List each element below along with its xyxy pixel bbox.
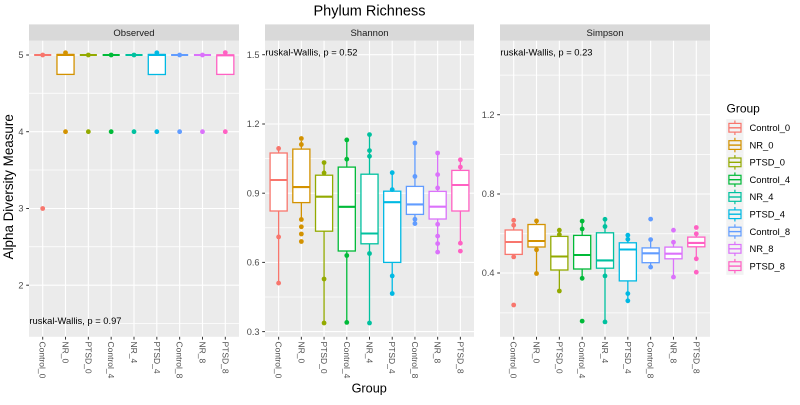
svg-text:Group: Group — [727, 101, 761, 115]
svg-text:PTSD_4: PTSD_4 — [750, 209, 785, 220]
svg-text:NR_0: NR_0 — [296, 342, 306, 364]
svg-text:0.3: 0.3 — [247, 327, 260, 337]
svg-text:NR_8: NR_8 — [668, 342, 678, 364]
svg-text:NR_4: NR_4 — [365, 342, 375, 364]
svg-text:ruskal-Wallis, p = 0.23: ruskal-Wallis, p = 0.23 — [500, 46, 592, 57]
svg-text:0.9: 0.9 — [247, 188, 260, 198]
svg-text:Simpson: Simpson — [587, 28, 624, 39]
svg-text:NR_4: NR_4 — [129, 342, 139, 364]
svg-text:Control_0: Control_0 — [274, 342, 284, 379]
svg-text:NR_0: NR_0 — [750, 139, 774, 150]
svg-text:Shannon: Shannon — [350, 28, 388, 39]
svg-text:1.2: 1.2 — [247, 119, 260, 129]
svg-text:PTSD_8: PTSD_8 — [455, 342, 465, 374]
svg-text:3: 3 — [18, 204, 23, 214]
svg-text:NR_8: NR_8 — [433, 342, 443, 364]
svg-text:0.8: 0.8 — [482, 189, 495, 199]
svg-text:1.5: 1.5 — [247, 50, 260, 60]
svg-text:Group: Group — [352, 382, 387, 396]
svg-text:1.2: 1.2 — [482, 110, 495, 120]
svg-text:Control_8: Control_8 — [410, 342, 420, 379]
svg-text:PTSD_4: PTSD_4 — [387, 342, 397, 374]
svg-text:Phylum Richness: Phylum Richness — [313, 4, 425, 20]
svg-text:NR_8: NR_8 — [750, 243, 774, 254]
svg-text:PTSD_0: PTSD_0 — [83, 342, 93, 374]
svg-text:PTSD_4: PTSD_4 — [623, 342, 633, 374]
svg-text:Control_4: Control_4 — [106, 342, 116, 379]
svg-text:Observed: Observed — [113, 28, 154, 39]
svg-text:PTSD_0: PTSD_0 — [554, 342, 564, 374]
svg-text:4: 4 — [18, 127, 23, 137]
svg-text:PTSD_8: PTSD_8 — [220, 342, 230, 374]
svg-text:PTSD_0: PTSD_0 — [319, 342, 329, 374]
svg-text:Control_0: Control_0 — [509, 342, 519, 379]
svg-text:Control_8: Control_8 — [750, 226, 791, 237]
svg-text:Control_8: Control_8 — [175, 342, 185, 379]
svg-text:Control_0: Control_0 — [750, 122, 791, 133]
svg-text:ruskal-Wallis, p = 0.52: ruskal-Wallis, p = 0.52 — [265, 47, 357, 58]
svg-text:PTSD_8: PTSD_8 — [691, 342, 701, 374]
svg-text:0.4: 0.4 — [482, 268, 495, 278]
svg-text:NR_0: NR_0 — [532, 342, 542, 364]
svg-text:0.6: 0.6 — [247, 258, 260, 268]
svg-text:PTSD_8: PTSD_8 — [750, 260, 785, 271]
svg-text:Control_8: Control_8 — [646, 342, 656, 379]
svg-text:2: 2 — [18, 280, 23, 290]
svg-text:NR_8: NR_8 — [197, 342, 207, 364]
svg-text:5: 5 — [18, 50, 23, 60]
svg-text:PTSD_0: PTSD_0 — [750, 157, 785, 168]
svg-text:Control_0: Control_0 — [38, 342, 48, 379]
svg-text:NR_4: NR_4 — [750, 191, 774, 202]
svg-text:Control_4: Control_4 — [750, 174, 791, 185]
svg-text:Control_4: Control_4 — [342, 342, 352, 379]
svg-text:ruskal-Wallis, p = 0.97: ruskal-Wallis, p = 0.97 — [29, 315, 121, 326]
svg-text:NR_4: NR_4 — [600, 342, 610, 364]
svg-text:Control_4: Control_4 — [577, 342, 587, 379]
svg-text:PTSD_4: PTSD_4 — [152, 342, 162, 374]
svg-text:Alpha Diversity Measure: Alpha Diversity Measure — [1, 114, 16, 259]
svg-text:NR_0: NR_0 — [61, 342, 71, 364]
